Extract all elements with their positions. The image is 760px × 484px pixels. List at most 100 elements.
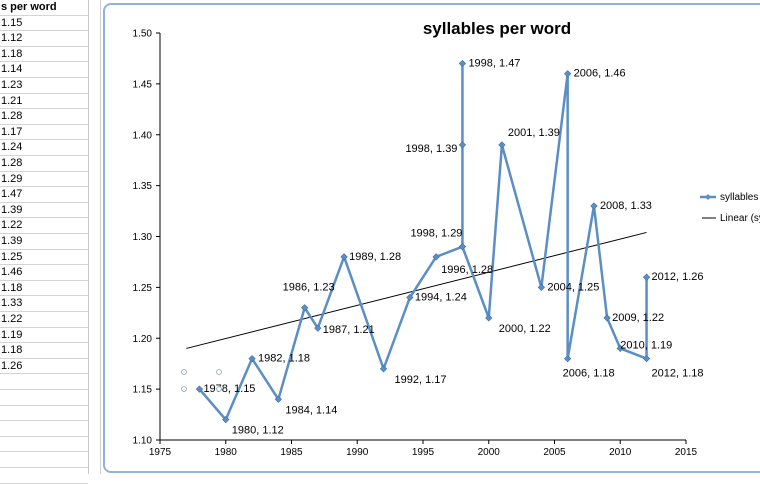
column-a: s per word 1.15 1.12 1.18 1.14 1.23 1.21 1.28 1.…: [0, 0, 89, 484]
spreadsheet-cell[interactable]: 1.33: [0, 296, 88, 312]
data-label: 2000, 1.22: [499, 323, 551, 335]
data-point[interactable]: [642, 354, 651, 363]
spreadsheet-cell[interactable]: [0, 437, 88, 453]
spreadsheet-cell[interactable]: 1.28: [0, 156, 88, 172]
data-point[interactable]: [274, 395, 282, 403]
data-label: 1982, 1.18: [258, 353, 310, 365]
spreadsheet-cell[interactable]: 1.17: [0, 125, 88, 141]
x-tick-label: 1995: [412, 447, 435, 458]
spreadsheet-cell[interactable]: 1.19: [0, 328, 88, 344]
spreadsheet-cell[interactable]: 1.18: [0, 281, 88, 297]
label-selection-handle[interactable]: [181, 386, 187, 392]
data-point[interactable]: [379, 365, 388, 373]
data-point[interactable]: [564, 354, 572, 363]
data-point[interactable]: [458, 243, 467, 251]
spreadsheet-cell[interactable]: [0, 421, 88, 437]
y-tick-label: 1.25: [133, 283, 153, 294]
x-tick-label: 2015: [675, 447, 698, 458]
spreadsheet-cell[interactable]: [0, 374, 88, 390]
x-tick-label: 1975: [149, 447, 172, 458]
data-point[interactable]: [498, 141, 506, 149]
trendline: [186, 231, 647, 349]
spreadsheet-cell[interactable]: 1.21: [0, 94, 88, 110]
data-point[interactable]: [564, 70, 572, 78]
line-chart: syllables per word 1.10 1.15 1.20 1.25 1.30 1.…: [133, 19, 760, 458]
data-label: 1989, 1.28: [349, 251, 401, 263]
data-label: 1987, 1.21: [323, 324, 375, 336]
data-label: 1992, 1.17: [395, 374, 447, 386]
data-label: 1978, 1.15: [203, 383, 255, 395]
spreadsheet-cell[interactable]: 1.22: [0, 218, 88, 234]
spreadsheet-cell[interactable]: 1.39: [0, 234, 88, 250]
data-label: 1980, 1.12: [232, 425, 284, 437]
spreadsheet-cell[interactable]: 1.18: [0, 47, 88, 63]
y-tick-label: 1.45: [133, 79, 153, 90]
data-point[interactable]: [458, 141, 467, 149]
legend-label-trendline: Linear (sy: [720, 213, 760, 224]
spreadsheet-cell[interactable]: [0, 452, 88, 468]
data-point[interactable]: [222, 416, 230, 424]
spreadsheet-cell[interactable]: 1.14: [0, 62, 88, 78]
spreadsheet-cell[interactable]: 1.18: [0, 343, 88, 359]
data-label: 2004, 1.25: [547, 281, 599, 293]
data-point[interactable]: [406, 293, 414, 302]
label-selection-handle[interactable]: [181, 369, 187, 375]
data-label: 1986, 1.23: [283, 282, 335, 294]
spreadsheet-cell[interactable]: [0, 406, 88, 422]
spreadsheet-cell[interactable]: 1.28: [0, 109, 88, 125]
y-tick-label: 1.50: [133, 29, 153, 40]
column-b: [88, 0, 101, 474]
data-label: 1996, 1.28: [441, 264, 493, 276]
spreadsheet-cell[interactable]: 1.12: [0, 31, 88, 47]
data-point[interactable]: [642, 273, 651, 281]
spreadsheet-cell[interactable]: 1.26: [0, 359, 88, 375]
y-tick-label: 1.40: [133, 130, 153, 141]
data-label: 2012, 1.18: [652, 368, 704, 380]
y-tick-label: 1.10: [133, 436, 153, 447]
data-point[interactable]: [616, 344, 624, 353]
spreadsheet-cell[interactable]: 1.23: [0, 78, 88, 94]
x-tick-label: 2000: [478, 447, 501, 458]
spreadsheet-cell[interactable]: 1.15: [0, 16, 88, 32]
data-point[interactable]: [485, 314, 493, 322]
data-point[interactable]: [314, 324, 322, 332]
data-point[interactable]: [248, 354, 256, 363]
data-label: 1998, 1.47: [468, 58, 520, 70]
x-tick-label: 2010: [609, 447, 632, 458]
spreadsheet-cell[interactable]: 1.24: [0, 140, 88, 156]
series-line-syllables: [198, 62, 648, 421]
data-label: 1998, 1.39: [405, 143, 457, 155]
label-selection-handle[interactable]: [216, 386, 222, 392]
column-header[interactable]: s per word: [0, 0, 88, 16]
spreadsheet-cell[interactable]: 1.46: [0, 265, 88, 281]
data-label: 1984, 1.14: [285, 404, 337, 416]
data-point[interactable]: [195, 385, 204, 393]
y-tick-label: 1.15: [133, 385, 153, 396]
legend-marker-syllables: [705, 194, 711, 200]
data-point[interactable]: [603, 314, 611, 322]
data-point[interactable]: [458, 59, 467, 68]
data-label: 1998, 1.29: [410, 228, 462, 240]
label-selection-handle[interactable]: [216, 369, 222, 375]
y-tick-label: 1.35: [133, 181, 153, 192]
spreadsheet-cell[interactable]: 1.25: [0, 250, 88, 266]
spreadsheet-cell[interactable]: 1.29: [0, 172, 88, 188]
data-label: 2009, 1.22: [612, 312, 664, 324]
y-tick-label: 1.20: [133, 334, 153, 345]
spreadsheet-cell[interactable]: 1.39: [0, 203, 88, 219]
spreadsheet-cell[interactable]: 1.22: [0, 312, 88, 328]
y-tick-label: 1.30: [133, 232, 153, 243]
data-point[interactable]: [537, 283, 545, 291]
data-point[interactable]: [340, 253, 348, 261]
data-point[interactable]: [301, 304, 309, 312]
data-label: 2006, 1.18: [563, 368, 615, 380]
chart-area[interactable]: [103, 3, 760, 473]
spreadsheet-cell[interactable]: 1.47: [0, 187, 88, 203]
x-tick-label: 1990: [346, 447, 369, 458]
spreadsheet-cell[interactable]: [0, 390, 88, 406]
data-point[interactable]: [432, 253, 440, 261]
x-tick-label: 2005: [543, 447, 566, 458]
x-tick-label: 1980: [215, 447, 238, 458]
data-point[interactable]: [590, 202, 598, 210]
legend-label-syllables: syllables: [720, 192, 758, 203]
